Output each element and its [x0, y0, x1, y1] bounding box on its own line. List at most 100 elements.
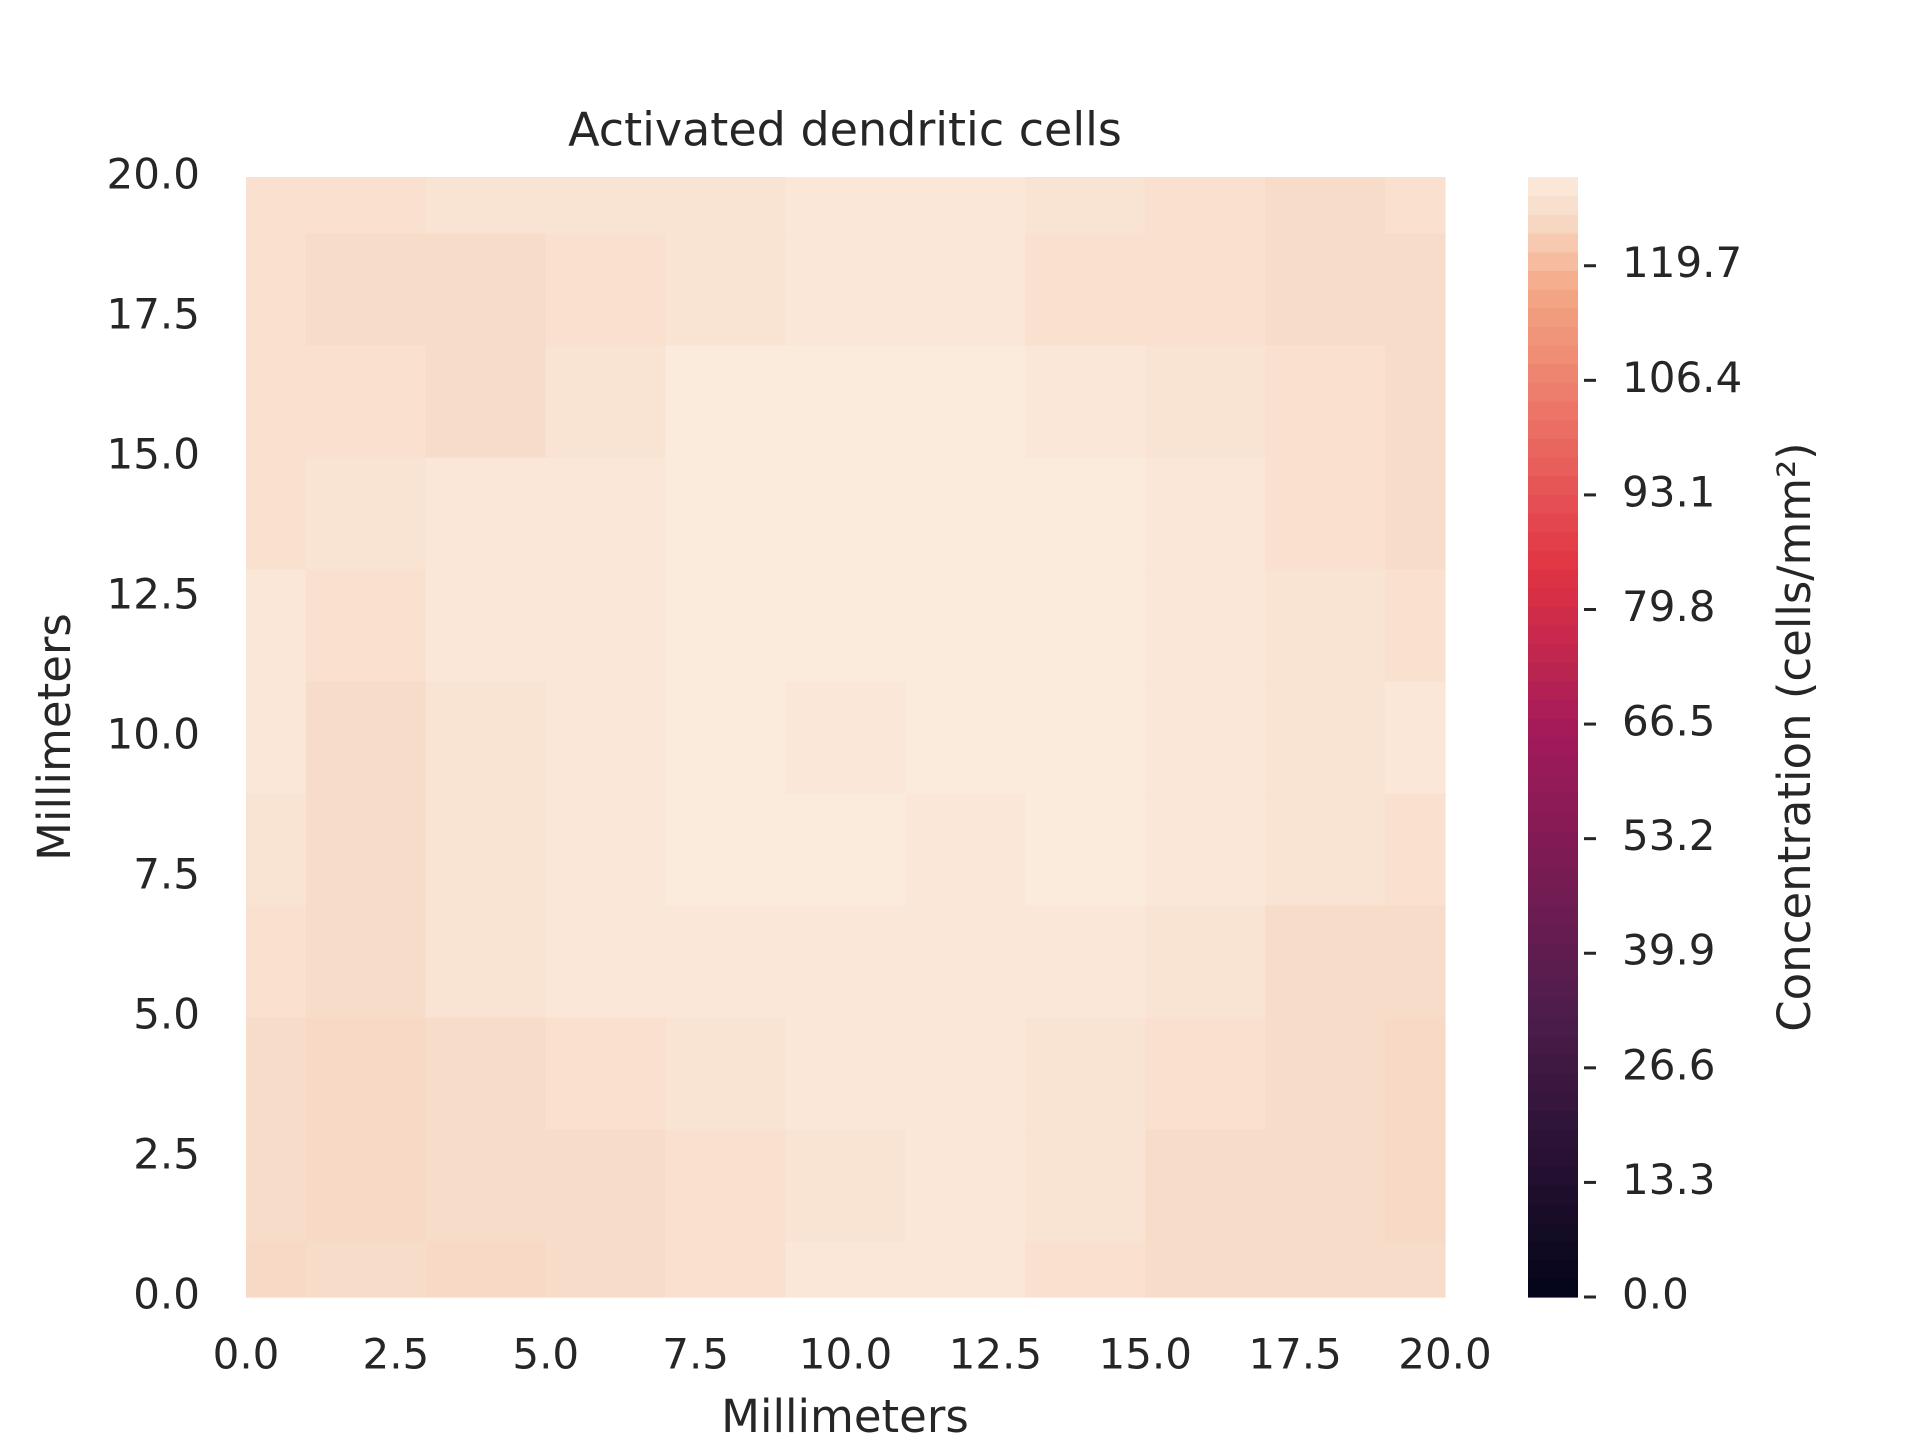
contour-cell [1385, 345, 1446, 458]
colorbar-tick-label: 13.3 [1622, 1155, 1716, 1204]
contour-cell [425, 345, 547, 458]
x-tick-label: 17.5 [1248, 1330, 1342, 1379]
y-tick-label: 20.0 [106, 150, 200, 199]
colorbar-band [1528, 625, 1578, 645]
y-tick-label: 10.0 [106, 710, 200, 759]
colorbar-band [1528, 662, 1578, 682]
contour-cell [305, 793, 427, 906]
colorbar-band [1528, 233, 1578, 253]
contour-cell [905, 345, 1026, 458]
contour-cell [785, 345, 907, 458]
contour-cell [905, 681, 1026, 794]
colorbar-band [1528, 1110, 1578, 1130]
x-tick-label: 15.0 [1098, 1330, 1192, 1379]
contour-cell [665, 793, 787, 906]
contour-cell [1385, 569, 1446, 682]
contour-cell [545, 681, 667, 794]
colorbar-band [1528, 961, 1578, 981]
colorbar-tick-label: 106.4 [1622, 353, 1742, 402]
colorbar-tick-label: 119.7 [1622, 238, 1742, 287]
colorbar-band [1528, 307, 1578, 327]
contour-cell [305, 345, 427, 458]
colorbar-band [1528, 643, 1578, 663]
colorbar-band [1528, 587, 1578, 607]
contour-cell [1385, 177, 1446, 234]
contour-cell [665, 569, 787, 682]
contour-cell [1025, 345, 1146, 458]
colorbar-band [1528, 1203, 1578, 1223]
colorbar-band [1528, 755, 1578, 775]
colorbar-band [1528, 1035, 1578, 1055]
contour-cell [246, 233, 307, 346]
contour-cell [785, 793, 907, 906]
colorbar-band [1528, 1091, 1578, 1111]
x-tick-label: 12.5 [949, 1330, 1043, 1379]
colorbar-band [1528, 830, 1578, 850]
contour-cell [425, 177, 547, 234]
contour-cell [1265, 345, 1386, 458]
colorbar-tick-label: 66.5 [1622, 697, 1716, 746]
colorbar-band [1528, 1073, 1578, 1093]
colorbar-band [1528, 550, 1578, 570]
contour-cell [1025, 681, 1146, 794]
y-axis-label: Millimeters [28, 613, 81, 861]
colorbar-band [1528, 681, 1578, 701]
colorbar-tick-label: 93.1 [1622, 467, 1716, 516]
contour-cell [1145, 681, 1266, 794]
contour-cell [1025, 177, 1146, 234]
contour-cell [1385, 1017, 1446, 1130]
colorbar-band [1528, 1185, 1578, 1205]
contour-cell [425, 569, 547, 682]
contour-cell [1265, 569, 1386, 682]
contour-cell [1025, 457, 1146, 570]
x-tick-label: 0.0 [213, 1330, 280, 1379]
contour-cell [305, 177, 427, 234]
colorbar-band [1528, 606, 1578, 626]
contour-cell [545, 569, 667, 682]
contour-cell [1265, 177, 1386, 234]
contour-cell [1145, 233, 1266, 346]
contour-cell [665, 177, 787, 234]
contour-cell [1145, 905, 1266, 1018]
contour-cell [246, 793, 307, 906]
contour-cell [1265, 905, 1386, 1018]
colorbar-band [1528, 737, 1578, 757]
contour-cell [1385, 681, 1446, 794]
contour-cell [905, 1129, 1026, 1242]
colorbar-band [1528, 998, 1578, 1018]
colorbar-band [1528, 1241, 1578, 1261]
contour-cell [545, 345, 667, 458]
colorbar-band [1528, 457, 1578, 477]
colorbar-band [1528, 382, 1578, 402]
contour-cell [905, 233, 1026, 346]
contour-cell [665, 1241, 787, 1298]
y-tick-label: 0.0 [133, 1270, 200, 1319]
contour-cell [1385, 905, 1446, 1018]
contour-cell [1145, 1017, 1266, 1130]
contour-cell [246, 345, 307, 458]
contour-cell [1145, 569, 1266, 682]
colorbar-band [1528, 849, 1578, 869]
colorbar-band [1528, 475, 1578, 495]
colorbar-tick-label: 26.6 [1622, 1040, 1716, 1089]
x-tick-label: 7.5 [662, 1330, 729, 1379]
contour-cell [905, 905, 1026, 1018]
colorbar-band [1528, 1129, 1578, 1149]
contour-cell [665, 1129, 787, 1242]
colorbar-band [1528, 251, 1578, 271]
colorbar-band [1528, 811, 1578, 831]
contour-cell [1145, 177, 1266, 234]
contour-cell [1385, 1129, 1446, 1242]
contour-cell [1025, 905, 1146, 1018]
contour-cell [425, 233, 547, 346]
contour-cell [305, 905, 427, 1018]
contour-cell [305, 569, 427, 682]
contour-cell [905, 1241, 1026, 1298]
contour-cell [425, 1017, 547, 1130]
contour-cell [665, 905, 787, 1018]
contour-cell [305, 233, 427, 346]
colorbar-band [1528, 177, 1578, 197]
contour-cell [545, 1129, 667, 1242]
colorbar-tick-label: 0.0 [1622, 1270, 1689, 1319]
contour-cell [905, 1017, 1026, 1130]
